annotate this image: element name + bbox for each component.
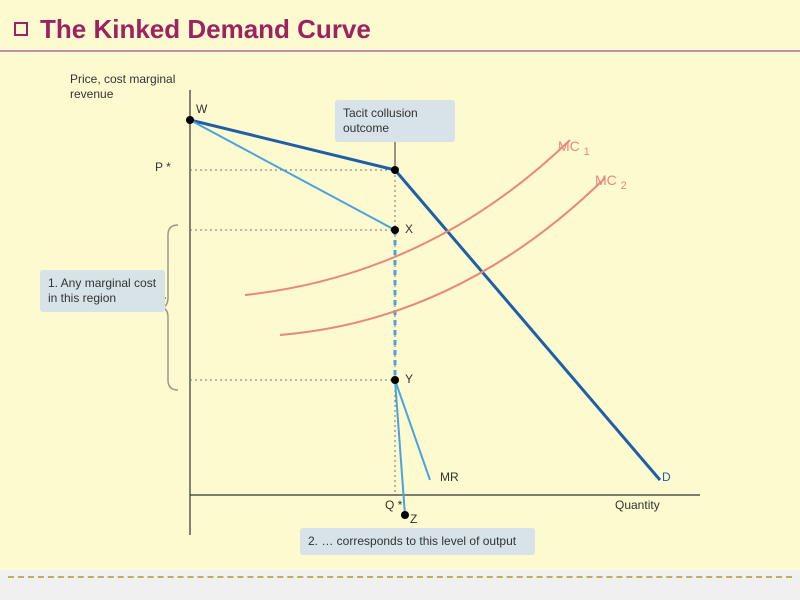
- label-mc1: MC 1: [558, 138, 590, 158]
- label-mc1-sub: 1: [584, 146, 590, 158]
- callout-output: 2. … corresponds to this level of output: [300, 528, 535, 555]
- callout-tacit: Tacit collusion outcome: [335, 100, 455, 142]
- label-x: X: [405, 222, 413, 236]
- title-square-icon: [14, 22, 28, 36]
- bottom-dashed-separator: [8, 576, 792, 578]
- title-underline: [0, 50, 800, 52]
- label-p-star: P *: [155, 160, 171, 174]
- label-mc2-sub: 2: [621, 180, 627, 192]
- label-d: D: [662, 470, 671, 484]
- slide-title: The Kinked Demand Curve: [40, 14, 371, 45]
- label-mc1-text: MC: [558, 138, 580, 154]
- x-axis-label: Quantity: [615, 498, 660, 513]
- title-bar: The Kinked Demand Curve: [0, 6, 800, 52]
- label-mc2: MC 2: [595, 172, 627, 192]
- label-mr: MR: [440, 470, 459, 484]
- label-q-star: Q *: [385, 498, 402, 512]
- callout-region: 1. Any marginal cost in this region: [40, 270, 165, 312]
- chart-area: Price, cost marginal revenue Quantity P …: [0, 60, 800, 570]
- label-z: Z: [410, 512, 417, 526]
- label-w: W: [196, 102, 207, 116]
- y-axis-label: Price, cost marginal revenue: [70, 72, 180, 102]
- label-y: Y: [405, 372, 413, 386]
- label-mc2-text: MC: [595, 172, 617, 188]
